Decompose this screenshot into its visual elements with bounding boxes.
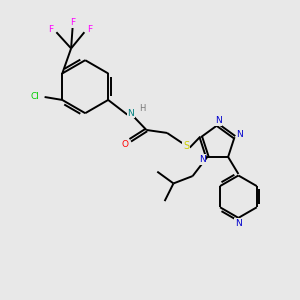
Text: F: F [49, 25, 54, 34]
Text: H: H [140, 104, 146, 113]
Text: N: N [199, 155, 206, 164]
Text: N: N [215, 116, 222, 125]
Text: N: N [235, 219, 242, 228]
Text: F: F [87, 25, 92, 34]
Text: F: F [70, 18, 75, 27]
Text: O: O [122, 140, 128, 149]
Text: N: N [128, 109, 134, 118]
Text: S: S [183, 141, 189, 151]
Text: N: N [236, 130, 243, 139]
Text: Cl: Cl [31, 92, 40, 101]
